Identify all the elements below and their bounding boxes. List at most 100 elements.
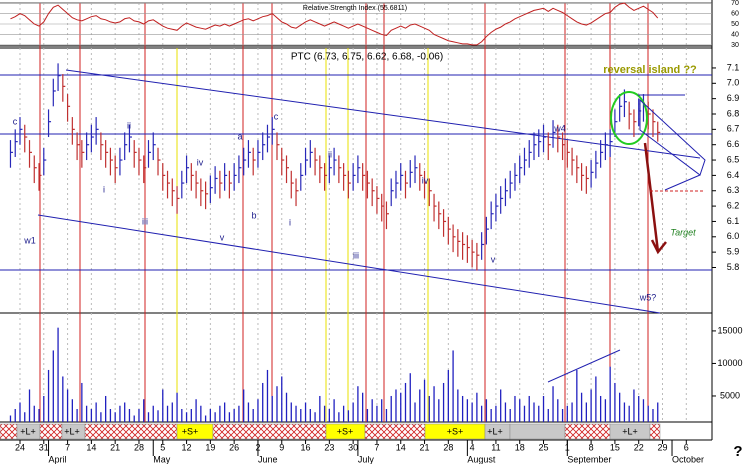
signal-segment [564, 423, 611, 440]
x-tick-label: 4 [470, 442, 475, 452]
annotation: i [103, 184, 105, 194]
x-tick-label: 21 [420, 442, 430, 452]
signal-segment [0, 423, 18, 440]
annotation: Target [670, 227, 696, 237]
x-tick-label: 28 [134, 442, 144, 452]
x-tick-label: 22 [634, 442, 644, 452]
x-tick-label: 5 [160, 442, 165, 452]
signal-segment [364, 423, 426, 440]
y-tick-label: 6.5 [727, 154, 740, 164]
y-tick-label: 7.0 [727, 78, 740, 88]
y-tick-label: 6.2 [727, 200, 740, 210]
y-tick-label: 7.1 [727, 62, 740, 72]
y-tick-label: 5.9 [727, 247, 740, 257]
annotation: ii [127, 120, 131, 130]
x-tick-label: 14 [86, 442, 96, 452]
month-label: May [153, 454, 171, 464]
island-marker [610, 91, 648, 145]
annotation: iii [353, 250, 359, 260]
x-tick-label: 24 [15, 442, 25, 452]
y-tick-label: 6.7 [727, 124, 740, 134]
signal-label: +S+ [447, 426, 464, 436]
y-tick-label: 6.0 [727, 231, 740, 241]
x-tick-label: 12 [182, 442, 192, 452]
x-tick-label: 8 [589, 442, 594, 452]
x-tick-label: 16 [301, 442, 311, 452]
projection [638, 94, 706, 191]
x-tick-label: 28 [443, 442, 453, 452]
annotation: v [220, 232, 225, 242]
x-tick-label: 19 [205, 442, 215, 452]
y-tick-label: 60 [731, 10, 739, 17]
x-tick-label: 29 [657, 442, 667, 452]
annotation: w4 [553, 123, 566, 133]
x-tick-label: 7 [65, 442, 70, 452]
background [0, 0, 713, 441]
signal-segment [649, 423, 661, 440]
signal-label: +S+ [337, 426, 354, 436]
y-tick-label: 6.9 [727, 93, 740, 103]
y-tick-label: 50 [731, 21, 739, 28]
signal-label: +L+ [622, 426, 638, 436]
x-tick-label: 7 [374, 442, 379, 452]
x-tick-label: 23 [324, 442, 334, 452]
note: ? [733, 443, 742, 460]
x-tick-label: 30 [348, 442, 358, 452]
annotation: b [251, 210, 256, 220]
annotation: a [237, 131, 242, 141]
y-tick-label: 5000 [720, 390, 740, 400]
y-tick-label: 30 [731, 42, 739, 49]
annotation: v [491, 254, 496, 264]
signal-label: +S+ [182, 426, 199, 436]
x-tick-label: 14 [396, 442, 406, 452]
volume-trend [547, 349, 621, 383]
annotation: c [13, 116, 18, 126]
y-tick-label: 5.8 [727, 262, 740, 272]
annotation: ii [328, 149, 332, 159]
signal-segment [39, 423, 63, 440]
annotation: iii [142, 216, 148, 226]
price-title: PTC (6.73, 6.75, 6.62, 6.68, -0.06) [291, 52, 443, 63]
rsi-title: Relative Strength Index (55.6811) [303, 5, 407, 12]
month-label: June [258, 454, 278, 464]
signal-segment [84, 423, 178, 440]
x-tick-label: 21 [110, 442, 120, 452]
x-tick-label: 6 [684, 442, 689, 452]
signal-segment [509, 423, 566, 440]
x-tick-label: 15 [610, 442, 620, 452]
y-tick-label: 70 [731, 0, 739, 7]
trend-line [65, 69, 701, 159]
signal-segment [212, 423, 327, 440]
y-tick-label: 40 [731, 31, 739, 38]
annotation: iv [197, 157, 204, 167]
annotation: w5? [639, 292, 657, 302]
x-tick-label: 9 [279, 442, 284, 452]
month-label: July [358, 454, 375, 464]
rsi-line [10, 2, 659, 46]
y-tick-label: 6.6 [727, 139, 740, 149]
month-label: August [467, 454, 496, 464]
x-tick-label: 31 [39, 442, 49, 452]
signal-label: +L+ [64, 426, 80, 436]
x-tick-label: 26 [229, 442, 239, 452]
annotation: reversal island ?? [603, 64, 697, 76]
y-tick-label: 6.1 [727, 216, 740, 226]
month-label: October [672, 454, 704, 464]
signal-label: +L+ [487, 426, 503, 436]
annotation: iv [422, 175, 429, 185]
x-tick-label: 18 [515, 442, 525, 452]
target-arrow [643, 142, 667, 255]
x-tick-label: 25 [539, 442, 549, 452]
y-tick-label: 10000 [717, 358, 742, 368]
y-tick-label: 6.3 [727, 185, 740, 195]
annotation: c [274, 111, 279, 121]
y-tick-label: 6.4 [727, 170, 740, 180]
annotation: w1 [23, 235, 36, 245]
month-label: April [49, 454, 67, 464]
x-tick-label: 11 [491, 442, 500, 452]
trend-line [37, 214, 661, 314]
y-tick-label: 15000 [717, 325, 742, 335]
signal-label: +L+ [20, 426, 36, 436]
month-label: September [567, 454, 611, 464]
